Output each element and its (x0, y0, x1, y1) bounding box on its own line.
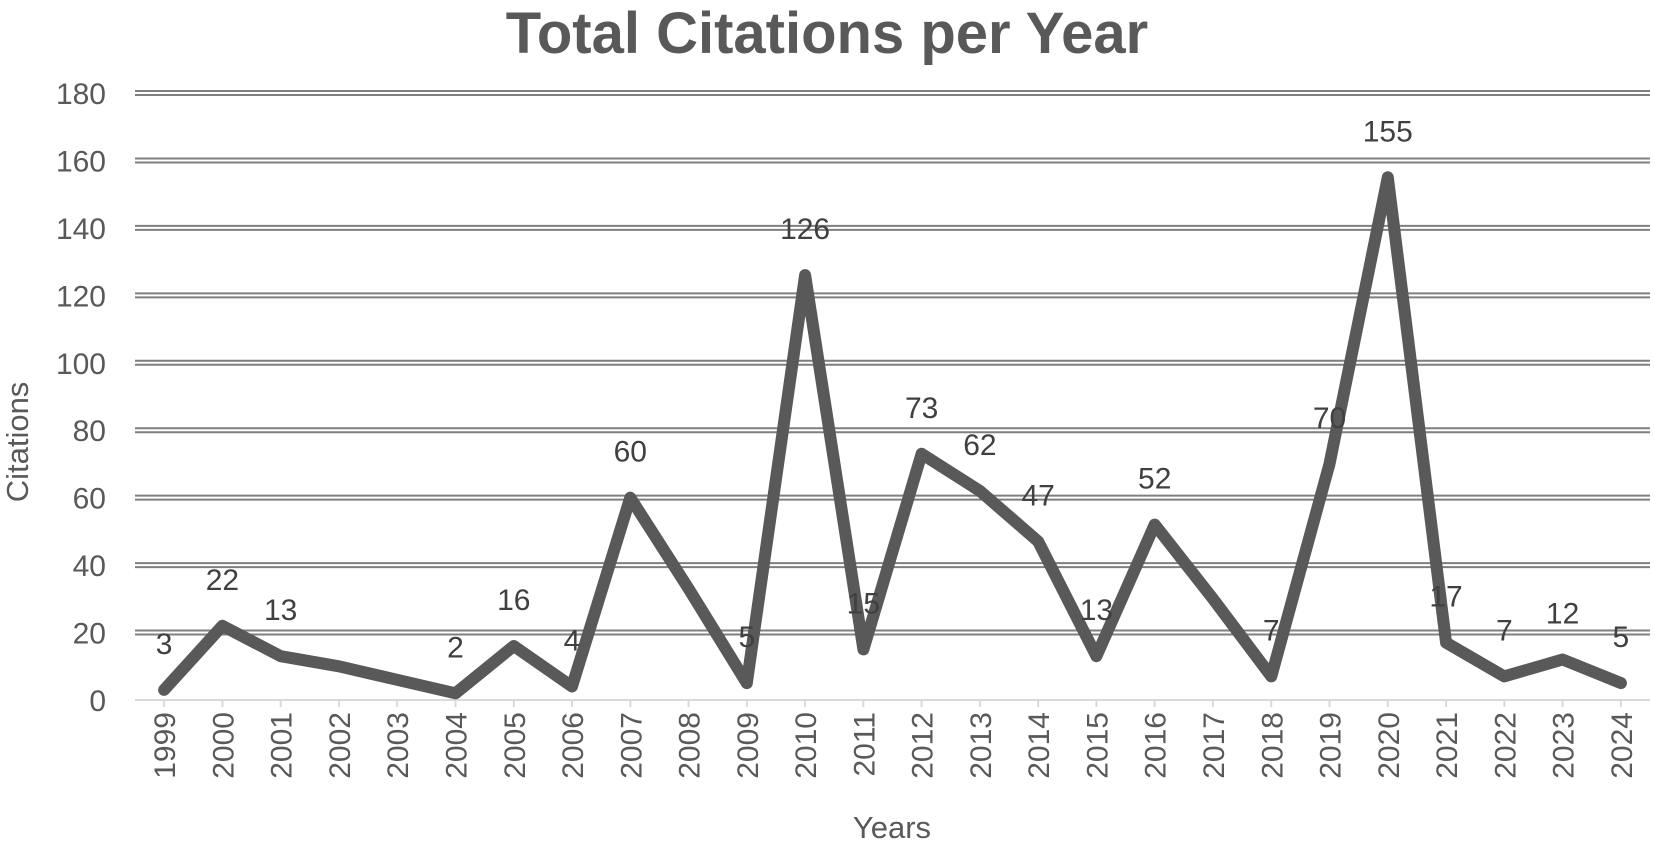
y-tick-label: 120 (56, 280, 106, 313)
series (158, 171, 1627, 700)
y-tick-label: 80 (73, 415, 106, 448)
x-tick-label: 1999 (149, 712, 182, 779)
data-label: 70 (1313, 402, 1346, 435)
x-tick-label: 2022 (1489, 712, 1522, 779)
y-tick-label: 140 (56, 213, 106, 246)
x-tick-label: 2010 (790, 712, 823, 779)
data-label: 22 (206, 564, 239, 597)
data-label: 60 (614, 436, 647, 469)
y-tick-label: 0 (89, 685, 106, 718)
x-tick-label: 2018 (1256, 712, 1289, 779)
x-tick-label: 2019 (1315, 712, 1348, 779)
y-tick-label: 60 (73, 483, 106, 516)
data-label: 16 (497, 584, 530, 617)
data-label: 13 (264, 594, 297, 627)
data-label: 7 (1263, 614, 1280, 647)
data-label: 13 (1080, 594, 1113, 627)
y-tick-label: 20 (73, 618, 106, 651)
x-tick-label: 2005 (499, 712, 532, 779)
data-label: 52 (1138, 463, 1171, 496)
x-tick-label: 2009 (732, 712, 765, 779)
y-tick-label: 40 (73, 550, 106, 583)
y-tick-label: 100 (56, 348, 106, 381)
x-tick-label: 2020 (1373, 712, 1406, 779)
x-tick-label: 2017 (1198, 712, 1231, 779)
data-label: 5 (738, 621, 755, 654)
data-label: 73 (905, 392, 938, 425)
x-tick-label: 2013 (965, 712, 998, 779)
x-axis-ticks: 1999 2000 2001 2002 2003 2004 2005 2006 2007 2008… (149, 700, 1639, 779)
data-label: 12 (1546, 598, 1579, 631)
data-label: 15 (847, 587, 880, 620)
data-label: 155 (1363, 115, 1413, 148)
x-tick-label: 2003 (382, 712, 415, 779)
data-label: 3 (156, 628, 173, 661)
x-tick-label: 2004 (440, 712, 473, 779)
data-label: 7 (1496, 614, 1513, 647)
x-tick-label: 2024 (1606, 712, 1639, 779)
x-tick-label: 2002 (324, 712, 357, 779)
x-tick-label: 2011 (848, 712, 881, 777)
y-axis-ticks: 0 20 40 60 80 100 120 140 160 180 (56, 78, 106, 718)
data-label: 2 (447, 631, 464, 664)
data-label: 126 (780, 213, 830, 246)
x-tick-label: 2015 (1081, 712, 1114, 779)
x-tick-label: 2007 (615, 712, 648, 779)
y-tick-label: 180 (56, 78, 106, 111)
x-tick-label: 2001 (266, 712, 299, 779)
data-label: 62 (963, 429, 996, 462)
x-tick-label: 2023 (1548, 712, 1581, 779)
x-axis-title: Years (853, 810, 931, 845)
chart-title: Total Citations per Year (506, 1, 1148, 66)
x-tick-label: 2006 (557, 712, 590, 779)
x-tick-label: 2021 (1431, 712, 1464, 779)
x-tick-label: 2000 (207, 712, 240, 779)
y-axis-title: Citations (0, 382, 35, 503)
data-labels: 3 22 13 2 16 4 60 5 126 15 73 62 47 13 52 7 70 155 17 7 12 5 (156, 115, 1629, 664)
y-tick-label: 160 (56, 145, 106, 178)
data-label: 17 (1429, 581, 1462, 614)
data-label: 5 (1613, 621, 1630, 654)
data-label: 4 (564, 625, 581, 658)
x-tick-label: 2016 (1140, 712, 1173, 779)
x-tick-label: 2008 (674, 712, 707, 779)
data-label: 47 (1021, 480, 1054, 513)
x-tick-label: 2012 (907, 712, 940, 779)
series-line (158, 171, 1627, 700)
x-tick-label: 2014 (1023, 712, 1056, 779)
